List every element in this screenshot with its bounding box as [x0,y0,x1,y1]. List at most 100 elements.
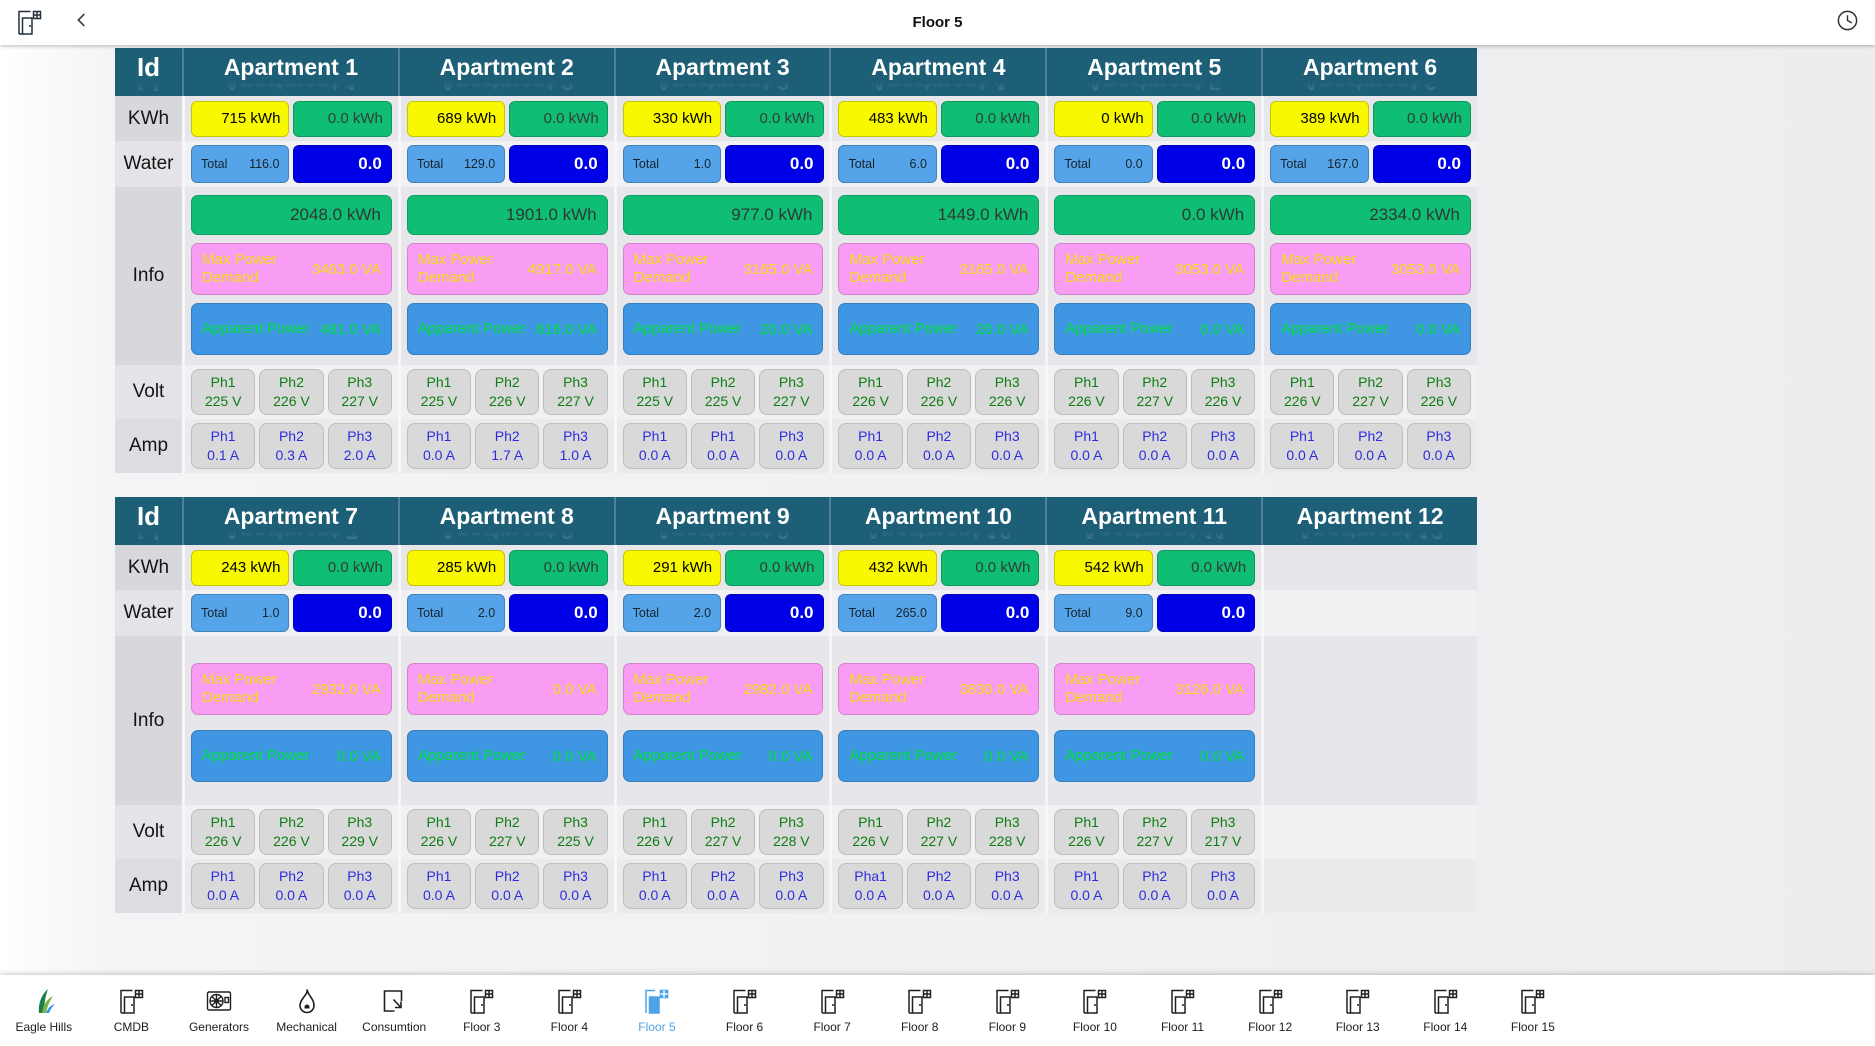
max-power-bar: Max Power Demand 3053.0 VA [1270,243,1471,295]
nav-item-generators[interactable]: Generators [175,987,263,1034]
water-reading-box: 0.0 [509,594,608,632]
kwh-secondary-box: 0.0 kWh [1156,549,1256,586]
kwh-secondary-box: 0.0 kWh [940,549,1040,586]
water-total-label: Total [848,157,875,171]
nav-item-cmdb[interactable]: CMDB [88,987,176,1034]
kwh-row: KWh 715 kWh 0.0 kWh 689 kWh 0.0 kWh 330 kWh 0.… [115,96,1477,141]
apartment-cell: Total 1.0 0.0 [613,141,830,187]
phase-label: Ph2 [494,814,520,831]
nav-item-floor-5[interactable]: Floor 5 [613,987,701,1034]
nav-item-floor-9[interactable]: Floor 9 [964,987,1052,1034]
voltage-value: 225 V [420,393,458,409]
apartment-cell: 1901.0 kWh Max Power Demand 4917.0 VA Appar… [397,187,614,365]
max-power-label: Max Power Demand [849,251,925,286]
current-value: 0.0 A [343,887,376,903]
phase-label: Ph1 [426,814,452,831]
max-power-value: 3053.0 VA [1175,260,1245,278]
nav-item-mechanical[interactable]: Mechanical [263,987,351,1034]
phase-label: Ph1 [210,428,236,445]
volt-phase-cell: Ph1 226 V [191,809,256,855]
amp-phase-cell: Ph3 0.0 A [327,863,392,909]
voltage-value: 226 V [636,833,674,849]
water-total-value: 129.0 [463,157,496,171]
apartment-cell: 2048.0 kWh Max Power Demand 3463.0 VA Appar… [182,187,398,365]
current-value: 1.0 A [559,447,592,463]
water-total-box: Total 129.0 [406,145,506,183]
nav-item-floor-3[interactable]: Floor 3 [438,987,526,1034]
apparent-power-label: Apparent Power [633,320,742,338]
phase-label: Ph1 [1289,428,1315,445]
max-power-label: Max Power Demand [1065,251,1141,286]
apartment-cell: 389 kWh 0.0 kWh [1261,96,1477,141]
current-value: 0.0 A [423,887,455,903]
header-text: Apartment 5 [1087,54,1222,80]
voltage-value: 227 V [557,393,594,409]
header-reflection: Apartment 6 [1302,80,1438,94]
apartment-cell [1261,636,1477,805]
voltage-value: 225 V [704,393,742,409]
nav-item-eagle-hills[interactable]: Eagle Hills [0,987,88,1034]
max-power-bar: Max Power Demand 4917.0 VA [406,243,608,295]
apartment-header-cell: Apartment 1 Apartment 1 [182,48,398,96]
phase-label: Ph1 [710,428,736,445]
nav-item-floor-4[interactable]: Floor 4 [526,987,614,1034]
apartment-cell: Total 265.0 0.0 [829,590,1046,636]
water-total-value: 167.0 [1327,157,1359,171]
nav-item-floor-8[interactable]: Floor 8 [876,987,964,1034]
apartment-cell: Max Power Demand 0.0 VA Apparent Power 0.0 … [397,636,614,805]
water-total-box: Total 167.0 [1270,145,1369,183]
nav-item-floor-12[interactable]: Floor 12 [1226,987,1314,1034]
history-clock-button[interactable] [1836,9,1859,37]
kwh-primary-box: 291 kWh [622,549,722,586]
apartment-cell: Ph1 226 V Ph2 227 V Ph3 228 V [829,805,1046,859]
apartment-cell: Total 116.0 0.0 [182,141,398,187]
current-value: 0.0 A [775,447,808,463]
phase-label: Ph3 [1426,374,1452,391]
header-reflection: Apartment 7 [223,529,359,543]
nav-item-label: Floor 6 [725,1020,764,1034]
nav-item-floor-14[interactable]: Floor 14 [1402,987,1490,1034]
header-text: Id [136,501,161,531]
nav-item-floor-6[interactable]: Floor 6 [701,987,789,1034]
phase-label: Ph2 [1358,428,1384,445]
door-icon [1432,987,1459,1015]
phase-label: Ph1 [1074,868,1099,885]
apparent-power-label: Apparent Power [1065,747,1173,765]
apartment-cell: Ph1 0.0 A Ph2 0.0 A Ph3 0.0 A [182,859,398,913]
nav-item-floor-15[interactable]: Floor 15 [1489,987,1577,1034]
nav-item-floor-11[interactable]: Floor 11 [1139,987,1227,1034]
nav-item-floor-13[interactable]: Floor 13 [1314,987,1402,1034]
nav-item-floor-10[interactable]: Floor 10 [1051,987,1139,1034]
volt-phase-cell: Ph2 226 V [259,369,324,415]
amp-phase-cell: Ph2 0.0 A [475,863,540,909]
amp-phase-cell: Ph1 0.0 A [622,863,687,909]
kwh-primary-box: 715 kWh [191,100,290,137]
door-icon [819,987,846,1015]
water-reading-box: 0.0 [725,594,824,632]
kwh-secondary-box: 0.0 kWh [725,549,824,586]
nav-item-consumtion[interactable]: Consumtion [350,987,438,1034]
row-label-text: Amp [128,435,169,456]
nav-item-label: Floor 9 [988,1020,1026,1034]
apparent-power-label: Apparent Power [1281,320,1389,338]
water-total-value: 0.0 [1125,157,1143,171]
apartment-cell: 715 kWh 0.0 kWh [182,96,398,141]
row-label-text: Volt [132,381,165,402]
row-label-info: Info [115,636,182,805]
max-power-label: Max Power Demand [1065,671,1141,706]
row-label-amp: Amp [115,419,182,473]
apartment-cell: 1449.0 kWh Max Power Demand 3165.0 VA Appar… [829,187,1046,365]
row-label-text: Info [132,709,165,731]
max-power-bar: Max Power Demand 3053.0 VA [1054,243,1256,295]
info-row: Info Max Power Demand 2932.0 VA Apparent Po… [115,636,1477,805]
current-value: 0.0 A [559,887,592,903]
row-label-text: Amp [128,875,169,896]
water-reading-box: 0.0 [1156,594,1256,632]
amp-phase-cell: Ph2 0.0 A [690,863,756,909]
nav-item-floor-7[interactable]: Floor 7 [788,987,876,1034]
apartment-cell [1261,545,1477,590]
phase-label: Ph2 [926,374,952,391]
back-button[interactable] [71,9,93,36]
